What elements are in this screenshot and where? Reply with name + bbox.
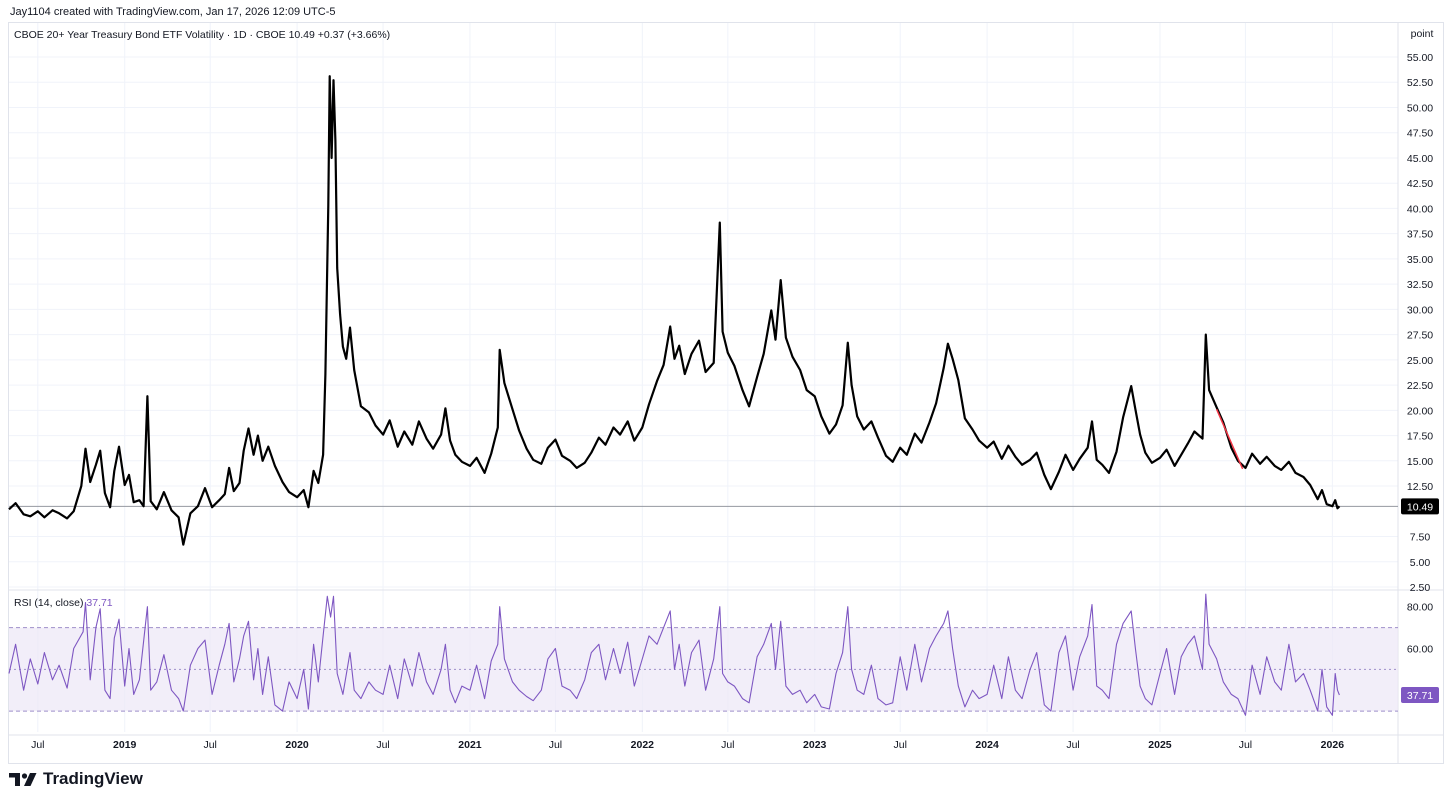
price-tick-label: 52.50 — [1407, 77, 1433, 89]
symbol-legend: CBOE 20+ Year Treasury Bond ETF Volatili… — [14, 29, 391, 41]
price-tick-label: 35.00 — [1407, 254, 1433, 266]
time-axis: Jul 2019 Jul 2020 Jul 2021 Jul 2022 Jul 2023 Jul 20… — [31, 739, 1344, 751]
price-tick-label: 37.50 — [1407, 229, 1433, 241]
time-tick-label: Jul — [721, 739, 734, 751]
brand-name: TradingView — [43, 769, 143, 788]
time-tick-label: 2023 — [803, 739, 827, 751]
rsi-band — [9, 627, 1398, 712]
rsi-line — [8, 593, 1340, 716]
time-tick-label: Jul — [376, 739, 389, 751]
price-tick-label: 17.50 — [1407, 431, 1433, 443]
price-axis: 55.00 52.50 50.00 47.50 45.00 42.50 40.00 37.50… — [1407, 52, 1433, 594]
price-tick-label: 47.50 — [1407, 128, 1433, 140]
price-series — [8, 75, 1398, 546]
price-tick-label: 25.00 — [1407, 355, 1433, 367]
value-badges: 10.49 37.71 — [1401, 498, 1439, 704]
trend-line — [1215, 409, 1244, 470]
rsi-tick-label: 80.00 — [1407, 602, 1433, 614]
price-tick-label: 32.50 — [1407, 279, 1433, 291]
price-unit-label: point — [1410, 28, 1434, 40]
price-tick-label: 40.00 — [1407, 203, 1433, 215]
credit-text: Jay1104 created with TradingView.com, Ja… — [10, 6, 336, 18]
price-tick-label: 27.50 — [1407, 330, 1433, 342]
rsi-tick-label: 60.00 — [1407, 643, 1433, 655]
time-tick-label: 2025 — [1148, 739, 1172, 751]
tradingview-logo-icon — [9, 773, 37, 786]
price-tick-label: 30.00 — [1407, 304, 1433, 316]
chart-panel[interactable] — [8, 22, 1444, 764]
time-tick-label: Jul — [1066, 739, 1079, 751]
tradingview-brand[interactable]: TradingView — [9, 769, 143, 789]
price-tick-label: 5.00 — [1410, 557, 1431, 569]
price-tick-label: 45.00 — [1407, 153, 1433, 165]
time-tick-label: 2020 — [285, 739, 309, 751]
price-tick-label: 42.50 — [1407, 178, 1433, 190]
price-tick-label: 15.00 — [1407, 456, 1433, 468]
time-tick-label: Jul — [893, 739, 906, 751]
last-price-badge-bg — [1401, 498, 1439, 515]
price-tick-label: 55.00 — [1407, 52, 1433, 64]
time-tick-label: Jul — [549, 739, 562, 751]
price-tick-label: 7.50 — [1410, 532, 1431, 544]
price-tick-label: 12.50 — [1407, 481, 1433, 493]
last-price-badge: 10.49 — [1407, 501, 1433, 513]
time-tick-label: 2022 — [631, 739, 655, 751]
time-tick-label: 2019 — [113, 739, 137, 751]
rsi-value-badge: 37.71 — [1407, 690, 1433, 702]
rsi-legend-title: RSI (14, close) — [14, 597, 84, 609]
price-tick-label: 50.00 — [1407, 102, 1433, 114]
grid-lines — [9, 23, 1443, 763]
time-tick-label: Jul — [31, 739, 44, 751]
time-tick-label: Jul — [203, 739, 216, 751]
rsi-series — [8, 593, 1340, 716]
time-tick-label: Jul — [1239, 739, 1252, 751]
price-tick-label: 2.50 — [1410, 582, 1431, 594]
price-tick-label: 22.50 — [1407, 380, 1433, 392]
price-line — [8, 75, 1341, 546]
time-tick-label: 2021 — [458, 739, 482, 751]
time-tick-label: 2026 — [1321, 739, 1345, 751]
price-tick-label: 20.00 — [1407, 405, 1433, 417]
rsi-legend: RSI (14, close) 37.71 — [14, 597, 113, 609]
rsi-value-badge-bg — [1401, 687, 1439, 704]
time-tick-label: 2024 — [975, 739, 999, 751]
rsi-legend-value: 37.71 — [86, 597, 113, 609]
